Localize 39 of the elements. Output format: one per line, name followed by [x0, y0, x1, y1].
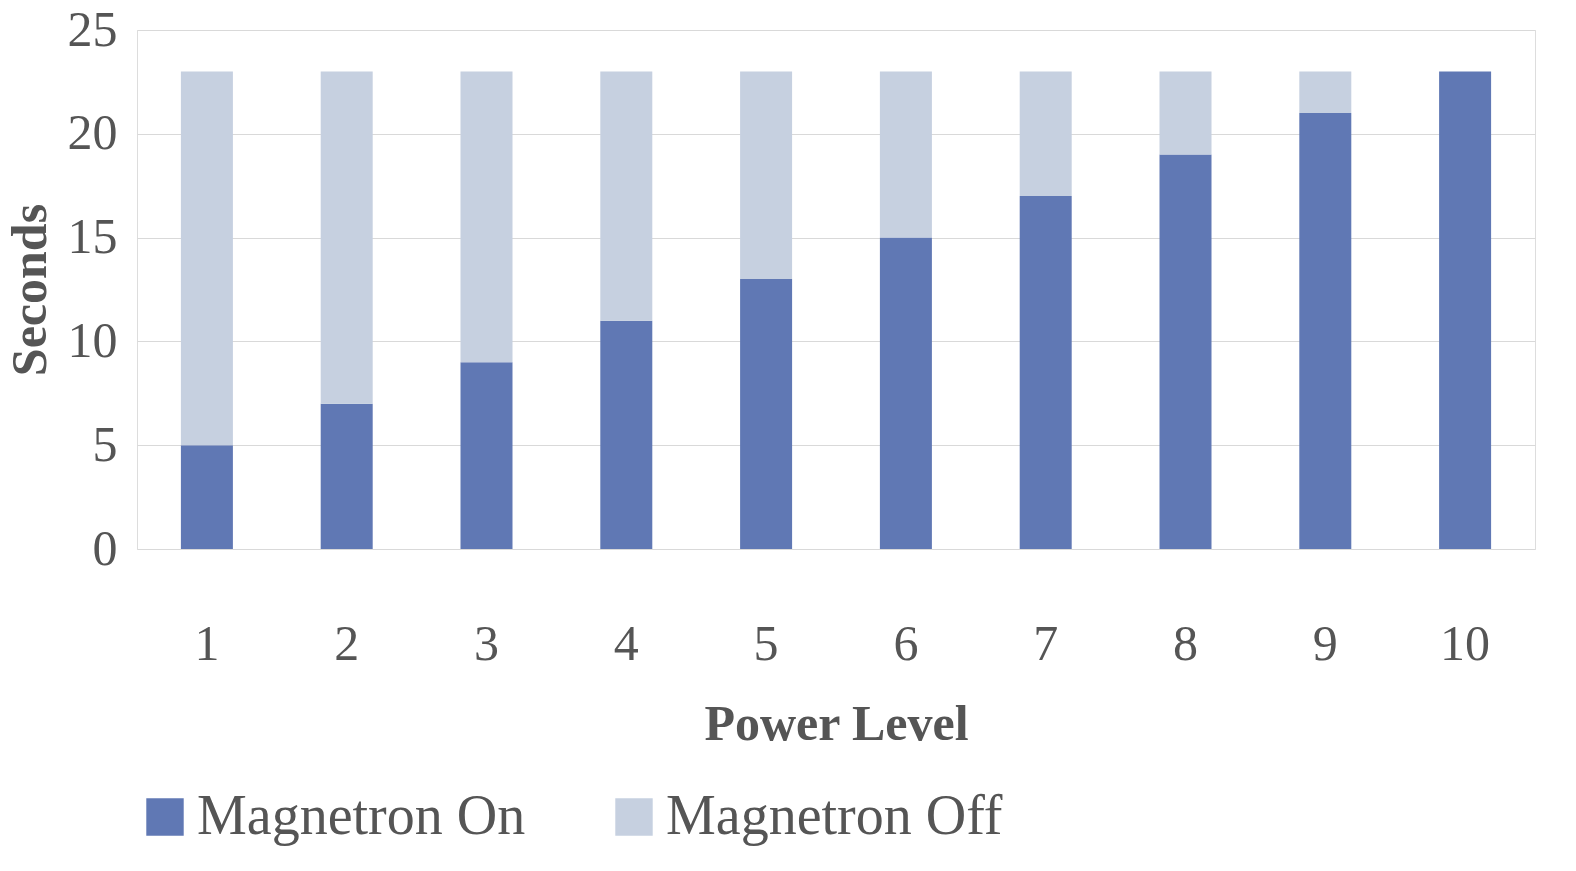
x-tick-label: 4 — [613, 614, 639, 671]
bar — [600, 320, 653, 549]
y-tick-label: 15 — [67, 208, 118, 265]
x-tick-label: 3 — [474, 614, 499, 671]
bar — [460, 71, 513, 363]
bar — [879, 237, 932, 549]
y-tick-label: 25 — [67, 0, 118, 57]
bar — [320, 71, 373, 404]
x-tick-label: 7 — [1033, 614, 1059, 671]
bar — [180, 445, 233, 549]
x-axis-title: Power Level — [704, 694, 969, 751]
x-tick-label: 1 — [194, 614, 220, 671]
x-tick-label: 6 — [893, 614, 919, 671]
bar — [320, 403, 373, 549]
y-tick-label: 5 — [92, 415, 118, 472]
bar — [600, 71, 653, 321]
legend-label: Magnetron On — [197, 784, 526, 846]
legend-label: Magnetron Off — [666, 784, 1003, 846]
x-tick-label: 8 — [1173, 614, 1198, 671]
y-tick-label: 20 — [67, 104, 118, 161]
x-tick-label: 2 — [334, 614, 360, 671]
bar — [879, 71, 932, 238]
x-tick-label: 5 — [753, 614, 779, 671]
bar — [460, 362, 513, 549]
y-axis-title: Seconds — [0, 203, 57, 377]
bar — [1159, 154, 1212, 549]
bar — [740, 71, 793, 280]
bar — [1299, 113, 1352, 549]
bar — [1159, 71, 1212, 155]
bar — [1019, 196, 1072, 549]
bar — [740, 279, 793, 549]
bar — [1439, 71, 1492, 549]
x-tick-label: 9 — [1312, 614, 1338, 671]
y-tick-label: 0 — [92, 519, 118, 576]
x-tick-label: 10 — [1440, 614, 1491, 671]
y-tick-label: 10 — [67, 311, 118, 368]
bar — [1019, 71, 1072, 197]
bar — [1299, 71, 1352, 114]
bar — [180, 71, 233, 446]
